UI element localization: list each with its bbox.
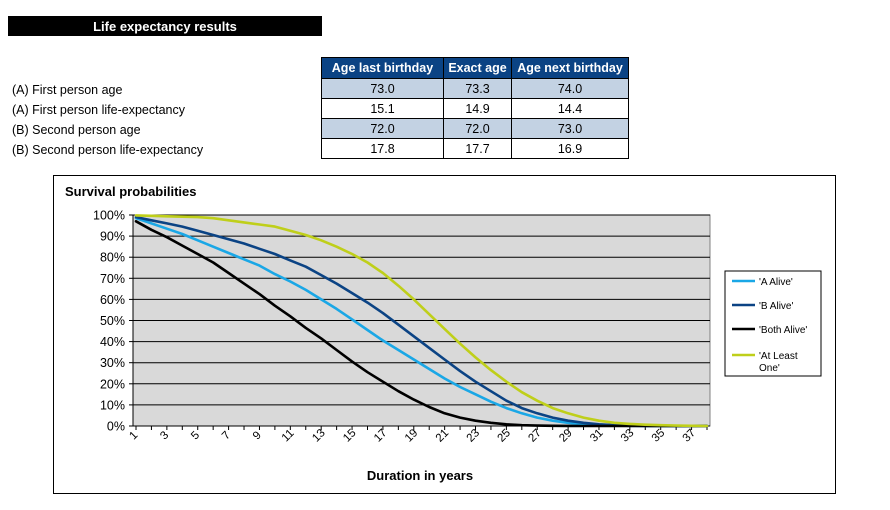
- table-row: 15.1 14.9 14.4: [321, 98, 629, 119]
- legend: [724, 270, 822, 377]
- table-row: 72.0 72.0 73.0: [321, 118, 629, 139]
- y-tick-label: 80%: [100, 251, 125, 265]
- y-tick-label: 100%: [93, 209, 125, 223]
- chart-svg: 0%10%20%30%40%50%60%70%80%90%100%1 3 5 7 9 11…: [65, 184, 822, 483]
- row-labels: (A) First person age (A) First person li…: [12, 80, 203, 160]
- survival-chart[interactable]: 0% 10% 20% 30% 40% 50% 60% 70% 80% 90% 100% 1 3 5 7 9 11…: [53, 175, 836, 494]
- table-cell[interactable]: 72.0: [443, 118, 512, 139]
- y-tick-label: 30%: [100, 356, 125, 370]
- x-tick-label: 9: [251, 429, 264, 442]
- x-tick-label: 21: [434, 427, 452, 445]
- x-tick-label: 1: [127, 429, 140, 442]
- table-cell[interactable]: 73.0: [321, 78, 444, 99]
- y-tick-label: 0%: [107, 420, 125, 434]
- y-tick-label: 40%: [100, 335, 125, 349]
- col-header-exact-age: Exact age: [443, 57, 512, 79]
- x-tick-label: 23: [465, 427, 483, 445]
- x-tick-label: 7: [220, 429, 233, 442]
- x-tick-label: 27: [526, 427, 544, 445]
- table-cell[interactable]: 16.9: [511, 138, 629, 159]
- table-cell[interactable]: 15.1: [321, 98, 444, 119]
- x-tick-label: 5: [189, 429, 202, 442]
- y-tick-label: 20%: [100, 377, 125, 391]
- chart-title: Survival probabilities: [65, 184, 197, 199]
- row-label-a-age: (A) First person age: [12, 83, 123, 97]
- x-tick-label: 19: [403, 427, 421, 445]
- x-tick-label: 15: [341, 427, 359, 445]
- x-axis-label: Duration in years: [367, 468, 473, 483]
- col-header-age-last-birthday: Age last birthday: [321, 57, 444, 79]
- results-header-row: Age last birthday Exact age Age next bir…: [321, 57, 629, 79]
- y-tick-label: 70%: [100, 272, 125, 286]
- y-tick-label: 10%: [100, 398, 125, 412]
- table-cell[interactable]: 17.7: [443, 138, 512, 159]
- legend-label-2: 'Both Alive': [759, 325, 807, 336]
- x-tick-label: 3: [158, 429, 171, 442]
- x-tick-label: 25: [495, 427, 513, 445]
- x-tick-label: 11: [280, 427, 297, 444]
- x-tick-label: 29: [557, 427, 575, 445]
- x-tick-label: 33: [619, 427, 637, 445]
- y-tick-label: 50%: [100, 314, 125, 328]
- y-tick-label: 90%: [100, 230, 125, 244]
- table-row: 17.8 17.7 16.9: [321, 138, 629, 159]
- results-table: Age last birthday Exact age Age next bir…: [321, 57, 629, 159]
- series-line-3: [134, 214, 709, 428]
- table-cell[interactable]: 73.0: [511, 118, 629, 139]
- table-cell[interactable]: 17.8: [321, 138, 444, 159]
- row-label-a-life-expectancy: (A) First person life-expectancy: [12, 103, 185, 117]
- x-tick-label: 35: [650, 427, 668, 445]
- table-cell[interactable]: 73.3: [443, 78, 512, 99]
- table-row: 73.0 73.3 74.0: [321, 78, 629, 99]
- legend-label-1: 'B Alive': [759, 301, 793, 312]
- row-label-b-age: (B) Second person age: [12, 123, 141, 137]
- table-cell[interactable]: 14.9: [443, 98, 512, 119]
- x-tick-label: 37: [681, 427, 699, 445]
- sheet-title: Life expectancy results: [8, 16, 322, 36]
- table-cell[interactable]: 74.0: [511, 78, 629, 99]
- legend-label-3: 'At Least: [759, 351, 798, 362]
- series-line-2: [134, 219, 709, 428]
- row-label-b-life-expectancy: (B) Second person life-expectancy: [12, 143, 204, 157]
- col-header-age-next-birthday: Age next birthday: [511, 57, 629, 79]
- x-tick-label: 13: [310, 427, 328, 445]
- legend-label-0: 'A Alive': [759, 277, 793, 288]
- table-cell[interactable]: 14.4: [511, 98, 629, 119]
- x-tick-label: 31: [588, 427, 606, 445]
- legend-label-3: One': [759, 363, 780, 374]
- x-tick-label: 17: [372, 427, 390, 445]
- table-cell[interactable]: 72.0: [321, 118, 444, 139]
- y-tick-label: 60%: [100, 293, 125, 307]
